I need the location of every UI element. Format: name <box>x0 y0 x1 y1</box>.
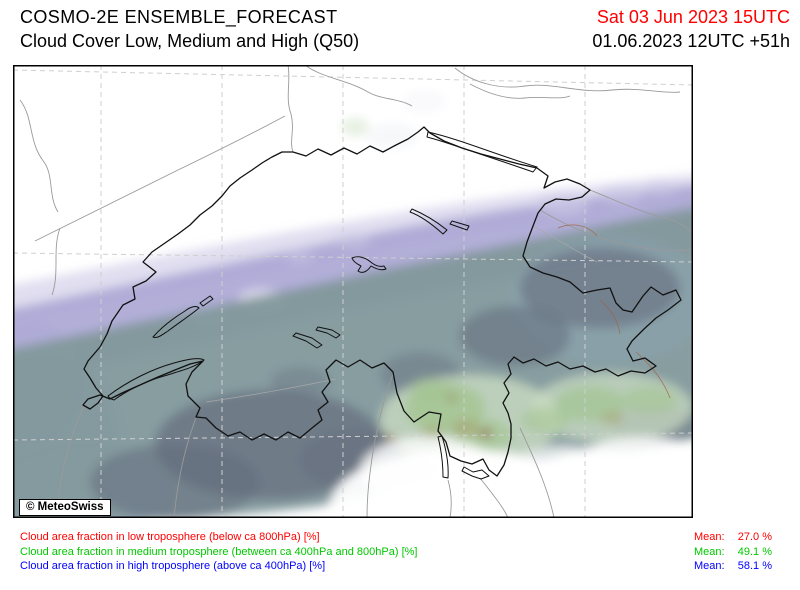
mean-value-low: 27.0 % <box>737 531 772 543</box>
legend-mean-low: Mean: 27.0 % <box>694 530 772 545</box>
legend-row-medium: Cloud area fraction in medium tropospher… <box>20 545 772 560</box>
mean-label-high: Mean: <box>694 560 725 572</box>
mean-label-medium: Mean: <box>694 545 725 558</box>
contour-lines <box>557 224 671 399</box>
lakes <box>107 131 538 480</box>
page-title: COSMO-2E ENSEMBLE_FORECAST <box>20 7 338 27</box>
legend-row-high: Cloud area fraction in high troposphere … <box>20 559 772 574</box>
legend-row-low: Cloud area fraction in low troposphere (… <box>20 530 772 545</box>
legend: Cloud area fraction in low troposphere (… <box>20 530 772 574</box>
mean-value-high: 58.1 % <box>737 560 772 572</box>
cloud-cover-layer <box>13 91 693 518</box>
latlon-grid <box>13 65 693 518</box>
page-subtitle: Cloud Cover Low, Medium and High (Q50) <box>20 31 360 51</box>
legend-label-low: Cloud area fraction in low troposphere (… <box>20 531 320 543</box>
legend-mean-high: Mean: 58.1 % <box>694 559 772 574</box>
mean-value-medium: 49.1 % <box>737 545 772 558</box>
forecast-map: © MeteoSwiss <box>13 65 693 518</box>
copyright-badge: © MeteoSwiss <box>19 499 111 516</box>
legend-mean-medium: Mean: 49.1 % <box>694 545 772 560</box>
swiss-border <box>82 126 682 477</box>
legend-label-high: Cloud area fraction in high troposphere … <box>20 560 326 572</box>
legend-label-medium: Cloud area fraction in medium tropospher… <box>20 545 418 558</box>
run-datetime: 01.06.2023 12UTC +51h <box>592 31 790 51</box>
valid-datetime: Sat 03 Jun 2023 15UTC <box>596 7 790 27</box>
map-canvas <box>13 65 693 518</box>
map-frame <box>13 65 693 518</box>
mean-label-low: Mean: <box>694 531 725 543</box>
